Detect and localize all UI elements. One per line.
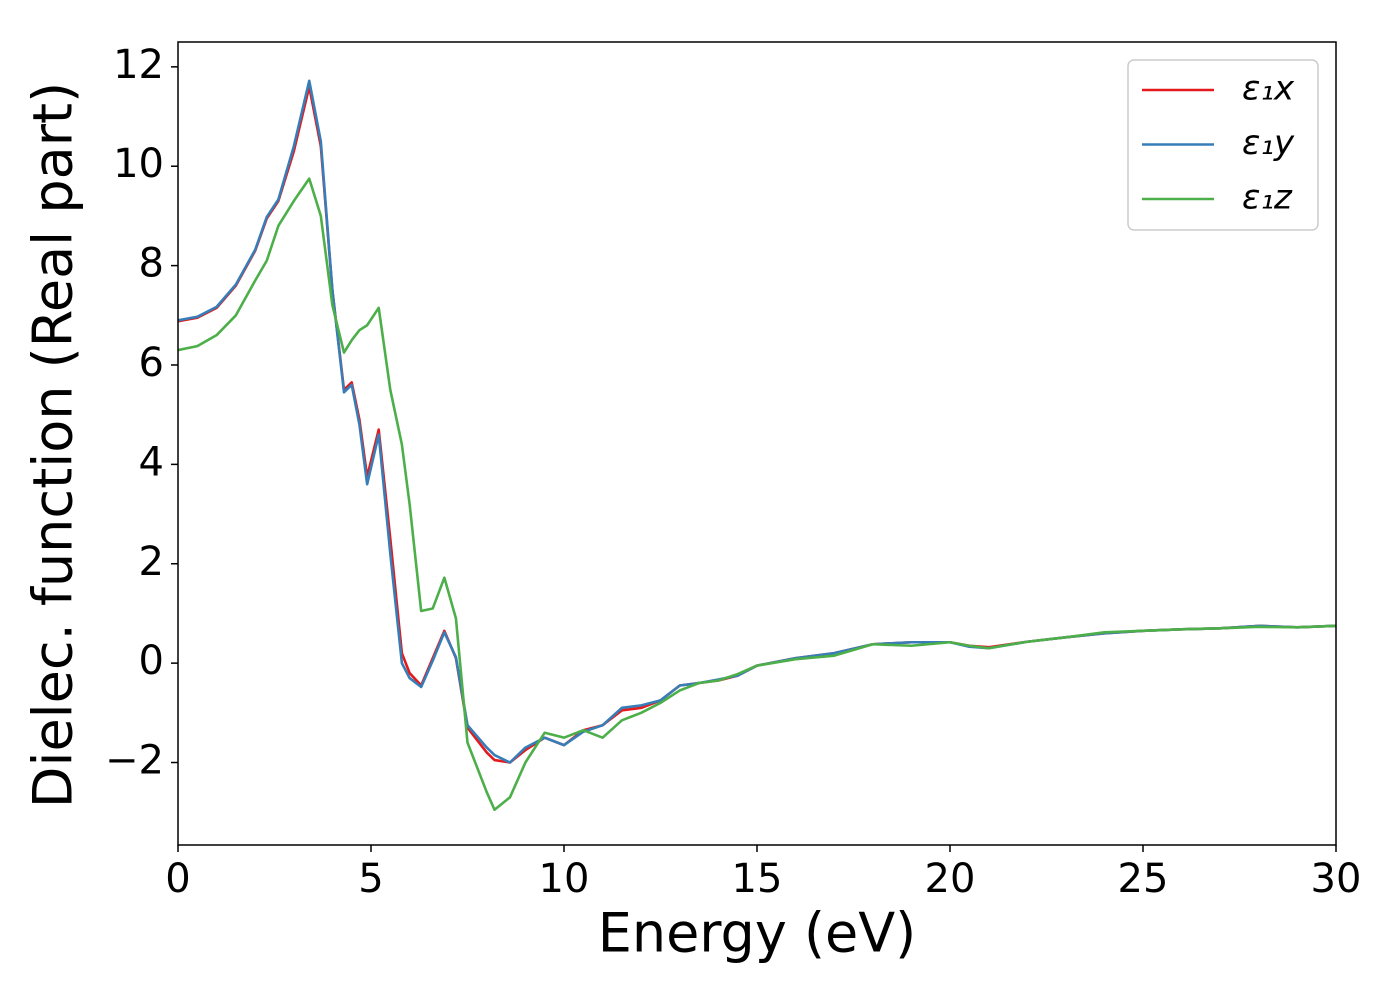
x-tick-label: 10 [539, 856, 590, 902]
legend-label: ε₁z [1242, 178, 1293, 218]
x-axis-label: Energy (eV) [598, 902, 917, 965]
legend-box [1127, 59, 1319, 231]
series-line [178, 177, 1336, 812]
x-tick-label: 15 [732, 856, 783, 902]
y-tick-label: 4 [139, 439, 164, 485]
y-tick-label: 8 [139, 241, 164, 287]
y-tick-label: 2 [139, 539, 164, 585]
legend-label: ε₁x [1242, 69, 1295, 109]
legend-label: ε₁y [1242, 123, 1295, 163]
plot-frame [177, 41, 1337, 846]
y-axis-label: Dielec. function (Real part) [22, 82, 85, 808]
x-tick-label: 30 [1311, 856, 1362, 902]
x-tick-label: 25 [1118, 856, 1169, 902]
y-tick-label: 10 [113, 141, 164, 187]
x-tick-label: 20 [925, 856, 976, 902]
y-tick-label: 0 [139, 638, 164, 684]
x-tick-label: 0 [165, 856, 190, 902]
x-tick-label: 5 [358, 856, 383, 902]
y-tick-label: 12 [113, 42, 164, 88]
y-tick-label: −2 [105, 738, 164, 784]
y-tick-label: 6 [139, 340, 164, 386]
